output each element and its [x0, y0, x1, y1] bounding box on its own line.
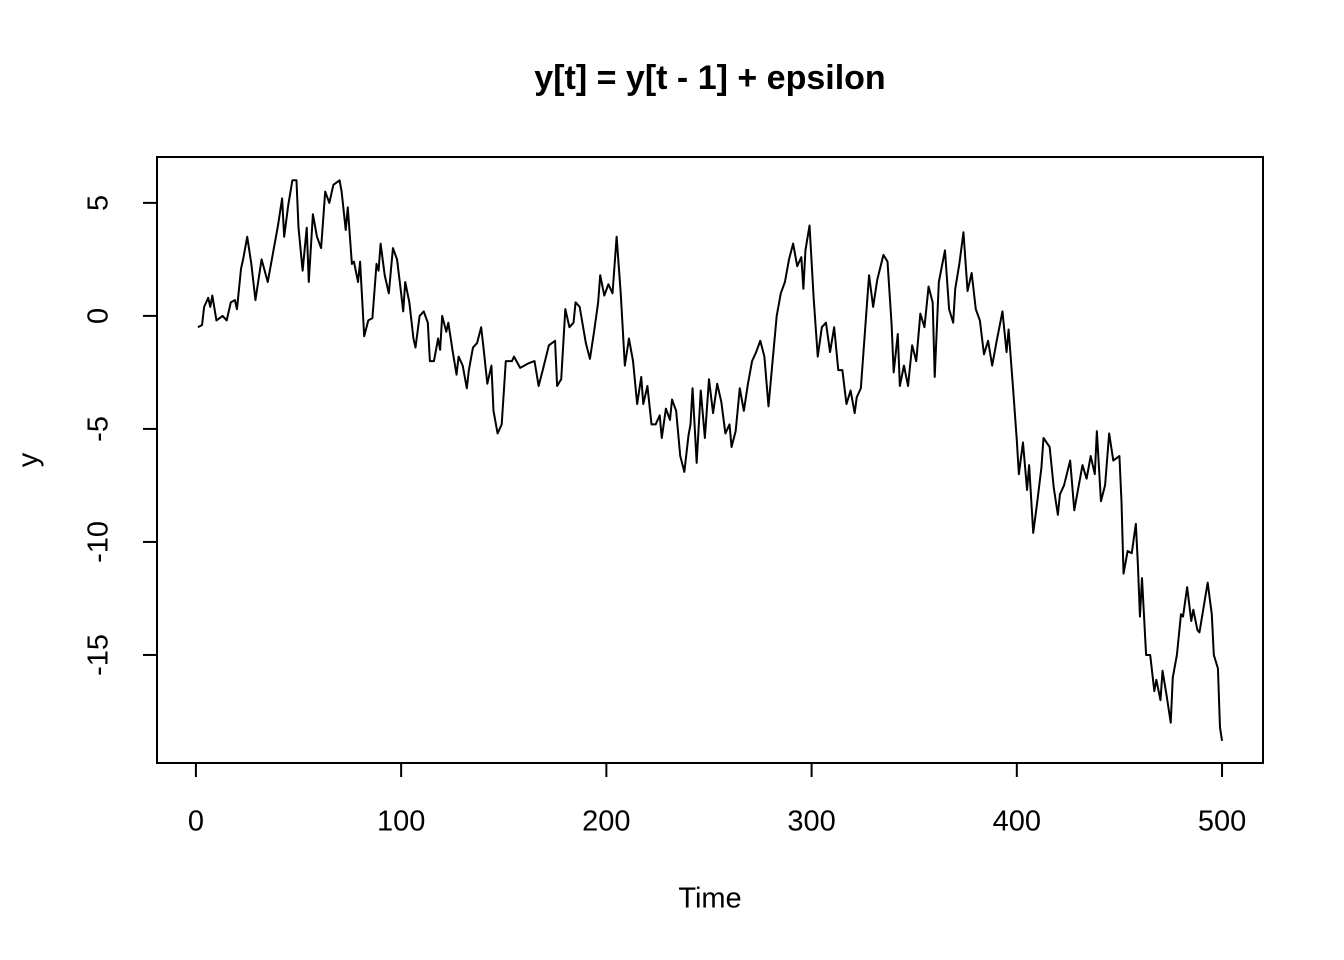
y-tick-label: 5: [83, 195, 115, 211]
x-tick-label: 500: [1198, 806, 1246, 838]
y-axis-label: y: [13, 452, 45, 467]
y-tick-label: -10: [83, 521, 115, 563]
x-tick-label: 200: [582, 806, 630, 838]
x-tick-label: 300: [787, 806, 835, 838]
x-tick-label: 400: [993, 806, 1041, 838]
y-tick-label: -5: [83, 416, 115, 442]
chart-title: y[t] = y[t - 1] + epsilon: [534, 59, 885, 97]
series-line: [197, 179, 1224, 742]
x-axis-label: Time: [678, 883, 741, 915]
y-tick-label: 0: [83, 308, 115, 324]
x-tick-label: 0: [188, 806, 204, 838]
y-tick-label: -15: [83, 634, 115, 676]
x-tick-label: 100: [377, 806, 425, 838]
